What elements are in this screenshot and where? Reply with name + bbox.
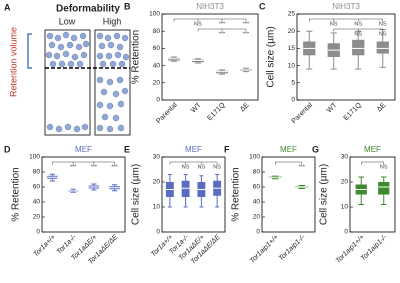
y-tick-label: 10	[288, 62, 296, 69]
y-tick-label: 20	[33, 214, 41, 221]
y-axis-label: Cell size (µm)	[131, 164, 142, 225]
y-axis-label: % Retention	[11, 167, 22, 221]
sig-label: ***	[111, 164, 118, 170]
plot-frame	[41, 156, 126, 233]
panel-a: A Deformability Low High Retention volum…	[4, 2, 131, 136]
y-tick-label: 0	[256, 229, 260, 236]
y-tick-label: 40	[253, 199, 261, 206]
y-tick-label: 0	[344, 229, 348, 236]
sig-label: ***	[219, 21, 226, 27]
plot-frame	[161, 156, 226, 233]
sig-label: NS	[380, 164, 388, 170]
y-tick-label: 20	[153, 179, 161, 186]
y-tick-label: 20	[153, 80, 161, 87]
y-tick-label: 80	[33, 169, 41, 176]
panel-letter: C	[259, 1, 266, 11]
y-tick-label: 100	[29, 154, 40, 161]
y-tick-label: 0	[36, 229, 40, 236]
panel-letter: D	[4, 144, 11, 154]
y-axis-label: Cell size (µm)	[266, 26, 277, 87]
chart-title: MEF	[75, 145, 92, 154]
box	[376, 41, 389, 54]
y-tick-label: 60	[153, 45, 161, 52]
y-tick-label: 40	[153, 62, 161, 69]
sig-label: ***	[219, 31, 226, 37]
plot-frame	[161, 13, 259, 101]
x-tick-label: WT	[190, 101, 203, 114]
sig-label: NS	[198, 164, 206, 170]
y-tick-label: 0	[156, 229, 160, 236]
y-tick-label: 5	[291, 80, 295, 87]
y-tick-label: 60	[253, 184, 261, 191]
y-tick-label: 0	[291, 97, 295, 104]
high-label: High	[103, 16, 122, 26]
x-tick-label: E171Q	[206, 101, 227, 122]
panel-letter: A	[4, 2, 11, 12]
axis-label: Retention volume	[8, 27, 18, 97]
y-tick-label: 25	[288, 11, 296, 18]
sig-label: NS	[354, 21, 362, 27]
chart-title: MEF	[280, 145, 297, 154]
y-tick-label: 20	[253, 214, 261, 221]
y-tick-label: 100	[149, 11, 160, 18]
sig-label: NS	[194, 21, 202, 27]
sig-label: ***	[299, 164, 306, 170]
box	[352, 39, 365, 56]
sig-label: ***	[70, 164, 77, 170]
y-tick-label: 10	[153, 204, 161, 211]
y-tick-label: 100	[249, 154, 260, 161]
box	[378, 182, 390, 195]
sig-label: NS	[354, 31, 362, 37]
x-tick-label: E171Q	[343, 101, 364, 122]
y-tick-label: 30	[153, 154, 161, 161]
x-tick-label: Tor1aip1-/-	[278, 233, 307, 262]
y-tick-label: 30	[341, 154, 349, 161]
sig-label: NS	[379, 31, 387, 37]
box	[181, 180, 190, 197]
y-tick-label: 10	[341, 204, 349, 211]
chart-title: NIH3T3	[332, 2, 360, 11]
panel-letter: B	[124, 1, 131, 11]
x-tick-label: Tor1aip1+/+	[249, 234, 280, 265]
y-tick-label: 20	[288, 28, 296, 35]
chart-title: MEF	[364, 145, 381, 154]
y-tick-label: 80	[153, 28, 161, 35]
y-axis-label: Cell size (µm)	[319, 164, 330, 225]
y-tick-label: 20	[341, 179, 349, 186]
x-tick-label: ΔE	[239, 102, 251, 114]
sig-label: NS	[379, 21, 387, 27]
plot-frame	[296, 13, 396, 101]
sig-label: NS	[213, 164, 221, 170]
x-tick-label: WT	[326, 101, 339, 114]
panel-letter: E	[124, 144, 130, 154]
sig-label: ***	[243, 31, 250, 37]
panel-letter: G	[312, 144, 319, 154]
y-tick-label: 60	[33, 184, 41, 191]
x-tick-label: Parental	[291, 101, 315, 125]
chart-title: MEF	[185, 145, 202, 154]
y-tick-label: 40	[33, 199, 41, 206]
plot-frame	[349, 156, 396, 233]
y-tick-label: 80	[253, 169, 261, 176]
x-tick-label: ΔE	[376, 102, 388, 114]
sig-label: NS	[330, 21, 338, 27]
y-axis-label: % Retention	[231, 167, 242, 221]
x-tick-label: Parental	[155, 101, 179, 125]
diagram-title: Deformability	[56, 4, 120, 15]
y-axis-label: % Retention	[131, 30, 142, 84]
panel-letter: F	[224, 144, 230, 154]
low-label: Low	[59, 16, 76, 26]
y-tick-label: 15	[288, 45, 296, 52]
sig-label: ***	[243, 21, 250, 27]
cells	[45, 31, 130, 133]
plot-frame	[261, 156, 316, 233]
chart-title: NIH3T3	[196, 2, 224, 11]
sig-label: ***	[91, 164, 98, 170]
bracket	[27, 33, 32, 69]
sig-label: NS	[182, 164, 190, 170]
y-tick-label: 0	[156, 97, 160, 104]
x-tick-label: Tor1a+/+	[33, 234, 58, 259]
